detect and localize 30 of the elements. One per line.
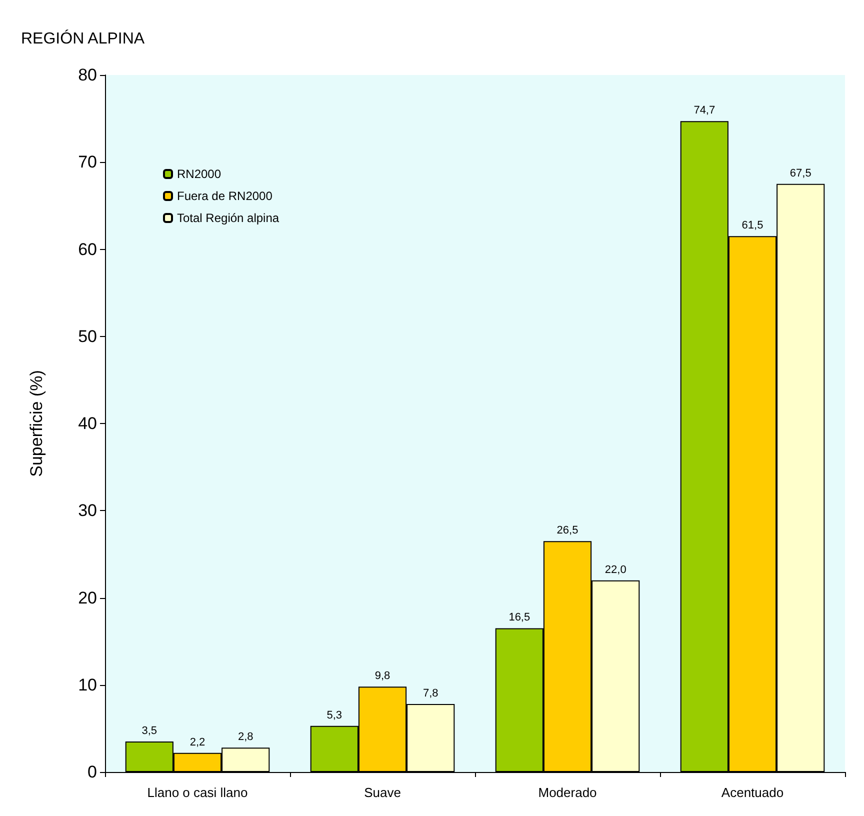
- chart-title: REGIÓN ALPINA: [21, 30, 145, 48]
- y-tick-label: 10: [78, 675, 97, 694]
- y-tick-label: 60: [78, 240, 97, 259]
- y-tick-label: 40: [78, 414, 97, 433]
- data-label: 22,0: [604, 564, 626, 576]
- data-label: 26,5: [556, 524, 578, 537]
- data-label: 5,3: [326, 709, 342, 722]
- x-tick-label: Moderado: [538, 785, 597, 800]
- data-label: 74,7: [694, 104, 716, 117]
- legend-label: Fuera de RN2000: [177, 189, 273, 203]
- y-axis-title: Superficie (%): [27, 370, 46, 477]
- y-tick-label: 0: [88, 762, 97, 782]
- y-tick-label: 30: [78, 501, 97, 520]
- data-label: 61,5: [742, 220, 764, 232]
- data-label: 67,5: [790, 167, 812, 180]
- legend-label: RN2000: [177, 167, 222, 181]
- data-label: 3,5: [142, 725, 158, 738]
- data-label: 2,8: [238, 731, 254, 744]
- legend-label: Total Región alpina: [177, 211, 280, 225]
- x-tick-label: Llano o casi llano: [147, 785, 248, 800]
- data-label: 7,8: [422, 688, 438, 700]
- y-tick-label: 70: [78, 152, 97, 172]
- x-tick-label: Acentuado: [721, 785, 784, 800]
- x-tick-label: Suave: [364, 785, 401, 800]
- data-label: 16,5: [508, 612, 530, 624]
- data-label: 2,2: [190, 736, 206, 748]
- y-tick-label: 50: [78, 326, 97, 346]
- y-tick-label: 20: [78, 588, 97, 608]
- data-label: 9,8: [374, 670, 390, 682]
- y-tick-label: 80: [78, 66, 97, 84]
